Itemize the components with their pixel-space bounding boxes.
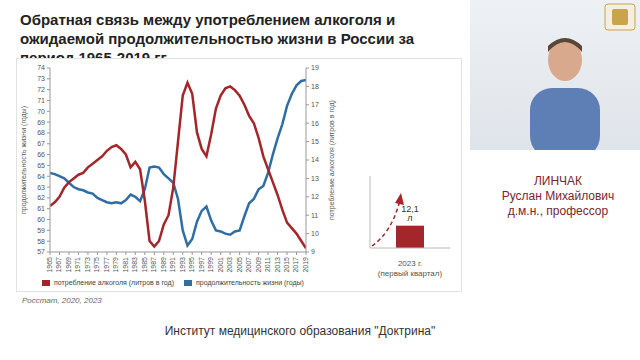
svg-text:1985: 1985 [141, 257, 148, 273]
svg-text:63: 63 [37, 184, 45, 191]
svg-text:1991: 1991 [169, 257, 176, 273]
svg-text:67: 67 [37, 140, 45, 147]
svg-text:1971: 1971 [74, 257, 81, 273]
svg-text:1993: 1993 [179, 257, 186, 273]
svg-text:1997: 1997 [198, 257, 205, 273]
svg-text:15: 15 [311, 138, 319, 145]
svg-text:1977: 1977 [103, 257, 110, 273]
svg-text:2001: 2001 [217, 257, 224, 273]
svg-text:10: 10 [311, 230, 319, 237]
svg-text:68: 68 [37, 129, 45, 136]
svg-text:2003: 2003 [226, 257, 233, 273]
svg-text:58: 58 [37, 238, 45, 245]
svg-text:2019: 2019 [302, 257, 309, 273]
svg-text:1983: 1983 [131, 257, 138, 273]
svg-text:16: 16 [311, 120, 319, 127]
svg-text:2013: 2013 [274, 257, 281, 273]
svg-text:70: 70 [37, 108, 45, 115]
html-text:Обратная связь между употребле: Обратная связь между употреблением алког… [20, 11, 415, 66]
svg-text:73: 73 [37, 75, 45, 82]
svg-text:2009: 2009 [255, 257, 262, 273]
svg-text:12,1л: 12,1л [401, 204, 419, 223]
svg-text:12: 12 [311, 193, 319, 200]
svg-text:57: 57 [37, 248, 45, 255]
html-text:Росстат, 2020, 2023: Росстат, 2020, 2023 [22, 296, 102, 305]
svg-text:2023 г.(первый квартал): 2023 г.(первый квартал) [378, 259, 443, 278]
svg-text:71: 71 [37, 97, 45, 104]
svg-text:2017: 2017 [292, 257, 299, 273]
svg-text:64: 64 [37, 173, 45, 180]
html-text:д.м.н., профессор: д.м.н., профессор [507, 204, 609, 218]
svg-text:2011: 2011 [264, 257, 271, 272]
svg-text:14: 14 [311, 156, 319, 163]
svg-text:продолжительность жизни (годы): продолжительность жизни (годы) [20, 106, 28, 214]
svg-text:1995: 1995 [188, 257, 195, 273]
svg-text:59: 59 [37, 227, 45, 234]
svg-text:18: 18 [311, 83, 319, 90]
svg-text:1967: 1967 [55, 257, 62, 273]
svg-text:2005: 2005 [236, 257, 243, 273]
svg-text:1973: 1973 [84, 257, 91, 273]
html-text:продолжительность жизни (годы): продолжительность жизни (годы) [196, 279, 304, 286]
html-text:ЛИНЧАК: ЛИНЧАК [533, 174, 583, 188]
svg-text:62: 62 [37, 194, 45, 201]
svg-text:потребление алкоголя (литров в: потребление алкоголя (литров в год) [328, 100, 336, 220]
html-text:Руслан Михайлович: Руслан Михайлович [501, 189, 615, 203]
svg-text:2015: 2015 [283, 257, 290, 273]
svg-text:61: 61 [37, 205, 45, 212]
svg-text:1979: 1979 [112, 257, 119, 273]
svg-text:60: 60 [37, 216, 45, 223]
html-text:потребление алкоголя (литров в: потребление алкоголя (литров в год) [54, 279, 174, 286]
svg-text:9: 9 [311, 248, 315, 255]
svg-text:1981: 1981 [122, 257, 129, 273]
svg-text:1999: 1999 [207, 257, 214, 273]
svg-text:1965: 1965 [46, 257, 53, 273]
svg-text:2007: 2007 [245, 257, 252, 273]
svg-text:1969: 1969 [65, 257, 72, 273]
svg-text:1989: 1989 [160, 257, 167, 273]
svg-text:19: 19 [311, 64, 319, 71]
svg-text:72: 72 [37, 86, 45, 93]
svg-text:17: 17 [311, 101, 319, 108]
svg-text:66: 66 [37, 151, 45, 158]
svg-text:13: 13 [311, 175, 319, 182]
svg-text:1975: 1975 [93, 257, 100, 273]
svg-text:11: 11 [311, 212, 318, 219]
svg-text:1987: 1987 [150, 257, 157, 273]
svg-text:69: 69 [37, 119, 45, 126]
html-text:Институт медицинского образова: Институт медицинского образования "Доктр… [164, 324, 436, 338]
svg-text:74: 74 [37, 64, 45, 71]
svg-text:65: 65 [37, 162, 45, 169]
